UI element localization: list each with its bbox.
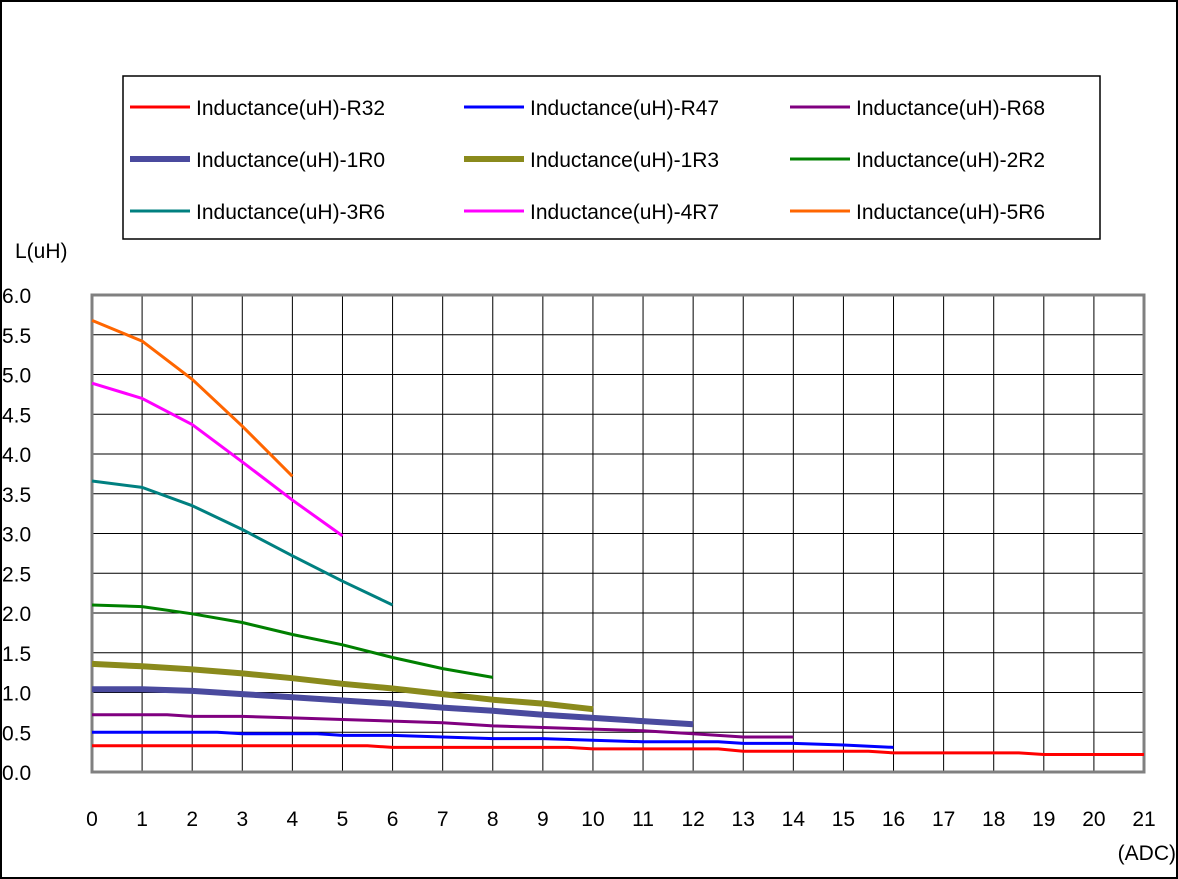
legend-label: Inductance(uH)-5R6: [856, 201, 1045, 224]
x-tick-label: 20: [1082, 808, 1105, 831]
x-tick-label: 12: [681, 808, 704, 831]
x-tick-labels: 0 1 2 3 4 5 6 7 8 9 10 11 12 13 14 15 16 17 18 19 20 21: [86, 808, 1156, 831]
x-tick-label: 15: [832, 808, 855, 831]
x-axis-label: (ADC): [1118, 842, 1176, 865]
legend-label: Inductance(uH)-R47: [530, 97, 719, 120]
x-tick-label: 0: [86, 808, 98, 831]
series-group: [91, 319, 1144, 756]
x-tick-label: 3: [236, 808, 248, 831]
x-tick-label: 19: [1032, 808, 1055, 831]
x-tick-label: 9: [537, 808, 549, 831]
series-line-3r6: [91, 479, 394, 607]
series-line-r68: [92, 713, 794, 739]
plot-area: [90, 293, 1146, 774]
legend-label: Inductance(uH)-4R7: [530, 201, 719, 224]
y-tick-label: 3.5: [2, 484, 31, 507]
y-tick-labels: 0.0 0.5 1.0 1.5 2.0 2.5 3.0 3.5 4.0 4.5 5.0 5.5 6.0: [2, 285, 31, 785]
legend-box: [122, 75, 1101, 240]
x-tick-label: 6: [387, 808, 399, 831]
y-axis-label: L(uH): [15, 240, 68, 263]
y-tick-label: 2.0: [2, 603, 31, 626]
x-tick-label: 11: [632, 808, 654, 831]
y-tick-label: 6.0: [2, 285, 31, 308]
legend-label: Inductance(uH)-R32: [196, 97, 385, 120]
y-tick-label: 4.5: [2, 404, 31, 427]
y-tick-label: 2.5: [2, 563, 31, 586]
x-tick-label: 2: [186, 808, 198, 831]
x-tick-label: 10: [581, 808, 604, 831]
x-tick-label: 18: [982, 808, 1005, 831]
y-tick-label: 1.0: [2, 683, 31, 706]
legend-label: Inductance(uH)-1R0: [196, 149, 385, 172]
x-tick-label: 8: [487, 808, 499, 831]
x-tick-label: 7: [437, 808, 449, 831]
x-tick-label: 5: [337, 808, 349, 831]
y-tick-label: 1.5: [2, 643, 31, 666]
y-tick-label: 5.5: [2, 325, 31, 348]
legend-label: Inductance(uH)-2R2: [856, 149, 1045, 172]
series-line-4r7: [91, 381, 344, 538]
x-tick-label: 1: [136, 808, 148, 831]
series-line-1r0: [92, 686, 694, 728]
series-line-2r2: [91, 603, 494, 679]
series-line-r47: [92, 730, 894, 749]
x-tick-label: 4: [287, 808, 299, 831]
x-tick-label: 17: [932, 808, 955, 831]
y-tick-label: 0.5: [2, 722, 31, 745]
x-tick-label: 13: [732, 808, 755, 831]
series-line-r32: [92, 744, 1144, 756]
series-line-1r3: [91, 660, 594, 713]
x-tick-label: 14: [782, 808, 806, 831]
legend-label: Inductance(uH)-3R6: [196, 201, 385, 224]
y-tick-label: 3.0: [2, 524, 31, 547]
x-tick-label: 16: [882, 808, 905, 831]
y-tick-label: 4.0: [2, 444, 31, 467]
legend-label: Inductance(uH)-1R3: [530, 149, 719, 172]
y-tick-label: 0.0: [2, 762, 31, 785]
y-tick-label: 5.0: [2, 365, 31, 388]
x-tick-label: 21: [1132, 808, 1155, 831]
series-line-5r6: [91, 319, 294, 478]
legend-label: Inductance(uH)-R68: [856, 97, 1045, 120]
legend: Inductance(uH)-R32 Inductance(uH)-R47 Indu…: [130, 97, 1045, 224]
